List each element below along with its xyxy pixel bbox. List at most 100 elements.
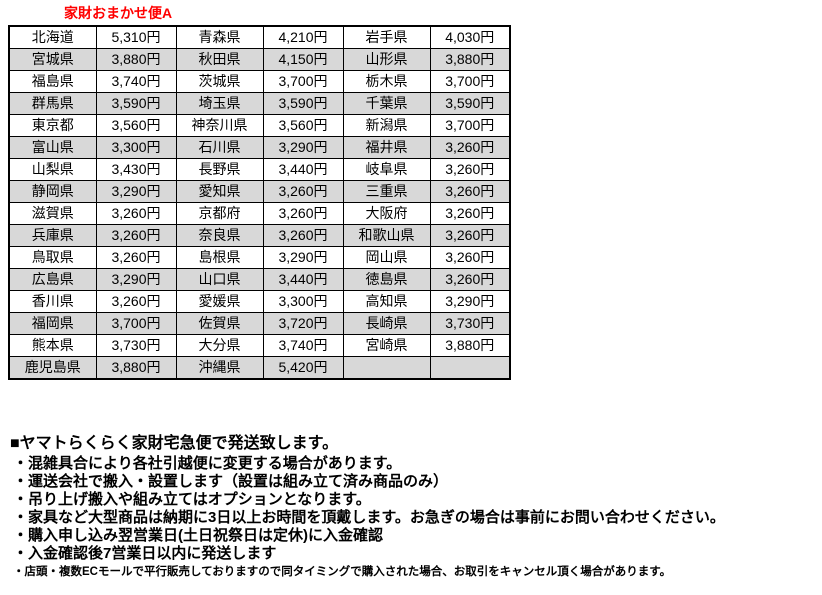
prefecture-cell: 熊本県 — [8, 334, 97, 357]
price-cell: 3,260円 — [95, 202, 177, 225]
price-cell: 3,290円 — [262, 136, 344, 159]
price-cell: 3,590円 — [95, 92, 177, 115]
shipping-notes-list: ・混雑具合により各社引越便に変更する場合があります。 ・運送会社で搬入・設置しま… — [13, 455, 725, 563]
prefecture-cell: 鳥取県 — [8, 246, 97, 269]
prefecture-cell: 山形県 — [342, 48, 431, 71]
price-cell: 3,880円 — [95, 48, 177, 71]
prefecture-cell: 京都府 — [175, 202, 264, 225]
table-row: 北海道 5,310円 青森県 4,210円 岩手県 4,030円 — [8, 25, 511, 49]
prefecture-cell: 岩手県 — [342, 25, 431, 49]
prefecture-cell: 広島県 — [8, 268, 97, 291]
prefecture-cell: 宮城県 — [8, 48, 97, 71]
table-row: 福岡県 3,700円 佐賀県 3,720円 長崎県 3,730円 — [8, 312, 511, 335]
prefecture-cell: 青森県 — [175, 25, 264, 49]
shipping-table-title: 家財おまかせ便A — [64, 5, 173, 21]
table-row: 熊本県 3,730円 大分県 3,740円 宮崎県 3,880円 — [8, 334, 511, 357]
price-cell: 3,260円 — [95, 224, 177, 247]
price-cell: 3,700円 — [95, 312, 177, 335]
table-row: 広島県 3,290円 山口県 3,440円 徳島県 3,260円 — [8, 268, 511, 291]
price-cell: 3,300円 — [95, 136, 177, 159]
prefecture-cell: 長野県 — [175, 158, 264, 181]
price-cell: 5,310円 — [95, 25, 177, 49]
prefecture-cell: 埼玉県 — [175, 92, 264, 115]
prefecture-cell: 静岡県 — [8, 180, 97, 203]
price-cell: 3,260円 — [429, 180, 511, 203]
prefecture-cell: 徳島県 — [342, 268, 431, 291]
price-cell: 3,300円 — [262, 290, 344, 313]
price-cell: 3,700円 — [262, 70, 344, 93]
prefecture-cell: 栃木県 — [342, 70, 431, 93]
prefecture-cell: 三重県 — [342, 180, 431, 203]
table-row: 山梨県 3,430円 長野県 3,440円 岐阜県 3,260円 — [8, 158, 511, 181]
prefecture-cell: 大分県 — [175, 334, 264, 357]
table-row: 香川県 3,260円 愛媛県 3,300円 高知県 3,290円 — [8, 290, 511, 313]
table-row: 鳥取県 3,260円 島根県 3,290円 岡山県 3,260円 — [8, 246, 511, 269]
table-row: 福島県 3,740円 茨城県 3,700円 栃木県 3,700円 — [8, 70, 511, 93]
price-cell: 3,260円 — [95, 290, 177, 313]
shipping-notes-heading: ■ヤマトらくらく家財宅急便で発送致します。 — [10, 435, 339, 452]
price-cell: 3,560円 — [95, 114, 177, 137]
prefecture-cell: 岡山県 — [342, 246, 431, 269]
price-cell: 3,260円 — [262, 202, 344, 225]
prefecture-cell: 福井県 — [342, 136, 431, 159]
price-cell: 3,260円 — [429, 158, 511, 181]
price-cell: 3,290円 — [95, 180, 177, 203]
prefecture-cell: 福岡県 — [8, 312, 97, 335]
note-line: ・吊り上げ搬入や組み立てはオプションとなります。 — [13, 491, 371, 508]
price-cell: 3,730円 — [95, 334, 177, 357]
prefecture-cell: 新潟県 — [342, 114, 431, 137]
table-row: 東京都 3,560円 神奈川県 3,560円 新潟県 3,700円 — [8, 114, 511, 137]
prefecture-cell: 宮崎県 — [342, 334, 431, 357]
table-row: 群馬県 3,590円 埼玉県 3,590円 千葉県 3,590円 — [8, 92, 511, 115]
prefecture-cell: 山梨県 — [8, 158, 97, 181]
prefecture-cell: 愛媛県 — [175, 290, 264, 313]
prefecture-cell: 秋田県 — [175, 48, 264, 71]
note-line: ・運送会社で搬入・設置します（設置は組み立て済み商品のみ） — [13, 473, 449, 490]
prefecture-cell: 大阪府 — [342, 202, 431, 225]
table-row: 宮城県 3,880円 秋田県 4,150円 山形県 3,880円 — [8, 48, 511, 71]
table-row: 鹿児島県 3,880円 沖縄県 5,420円 — [8, 356, 511, 380]
prefecture-cell: 東京都 — [8, 114, 97, 137]
prefecture-cell: 奈良県 — [175, 224, 264, 247]
prefecture-cell: 石川県 — [175, 136, 264, 159]
price-cell: 3,260円 — [429, 246, 511, 269]
price-cell: 3,590円 — [429, 92, 511, 115]
prefecture-cell: 茨城県 — [175, 70, 264, 93]
table-row: 兵庫県 3,260円 奈良県 3,260円 和歌山県 3,260円 — [8, 224, 511, 247]
prefecture-cell: 兵庫県 — [8, 224, 97, 247]
table-row: 富山県 3,300円 石川県 3,290円 福井県 3,260円 — [8, 136, 511, 159]
note-line: ・購入申し込み翌営業日(土日祝祭日は定休)に入金確認 — [13, 527, 383, 544]
price-cell: 3,440円 — [262, 268, 344, 291]
prefecture-cell: 和歌山県 — [342, 224, 431, 247]
price-cell: 4,150円 — [262, 48, 344, 71]
price-cell: 3,700円 — [429, 114, 511, 137]
prefecture-cell: 山口県 — [175, 268, 264, 291]
price-cell: 3,730円 — [429, 312, 511, 335]
price-cell: 3,260円 — [429, 136, 511, 159]
note-line: ・入金確認後7営業日以内に発送します — [13, 545, 277, 562]
price-cell: 3,880円 — [95, 356, 177, 380]
price-cell: 3,590円 — [262, 92, 344, 115]
price-cell: 3,260円 — [262, 180, 344, 203]
price-cell: 3,740円 — [95, 70, 177, 93]
prefecture-cell: 佐賀県 — [175, 312, 264, 335]
price-cell: 3,260円 — [262, 224, 344, 247]
prefecture-cell: 岐阜県 — [342, 158, 431, 181]
prefecture-cell: 北海道 — [8, 25, 97, 49]
prefecture-cell: 千葉県 — [342, 92, 431, 115]
price-cell: 3,260円 — [429, 224, 511, 247]
parallel-sale-disclaimer: ・店頭・複数ECモールで平行販売しておりますので同タイミングで購入された場合、お… — [13, 566, 672, 578]
prefecture-cell: 沖縄県 — [175, 356, 264, 380]
note-line: ・家具など大型商品は納期に3日以上お時間を頂戴します。お急ぎの場合は事前にお問い… — [13, 509, 725, 526]
price-cell: 3,700円 — [429, 70, 511, 93]
prefecture-cell: 鹿児島県 — [8, 356, 97, 380]
price-cell: 3,260円 — [429, 202, 511, 225]
price-cell: 5,420円 — [262, 356, 344, 380]
shipping-fee-table: 北海道 5,310円 青森県 4,210円 岩手県 4,030円 宮城県 3,880円 秋田県 4… — [8, 25, 511, 380]
price-cell — [429, 356, 511, 380]
table-row: 滋賀県 3,260円 京都府 3,260円 大阪府 3,260円 — [8, 202, 511, 225]
price-cell: 3,880円 — [429, 48, 511, 71]
prefecture-cell: 富山県 — [8, 136, 97, 159]
price-cell: 3,740円 — [262, 334, 344, 357]
price-cell: 3,560円 — [262, 114, 344, 137]
